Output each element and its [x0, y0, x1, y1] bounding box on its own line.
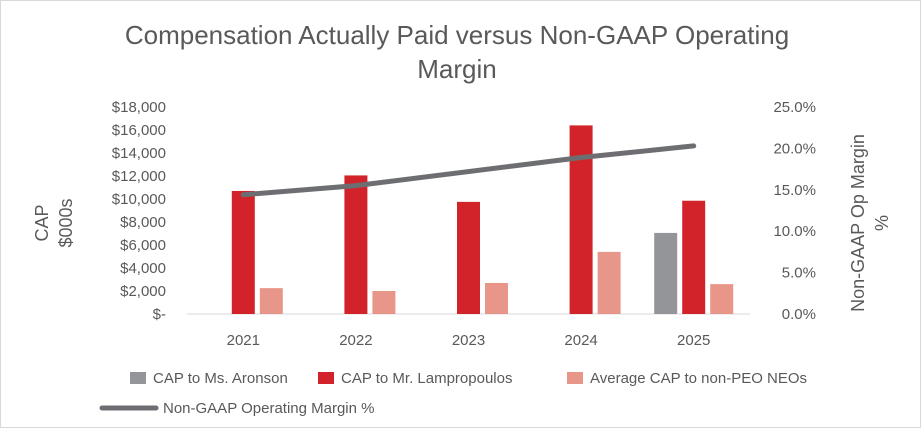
bar [372, 291, 396, 314]
bar-marks [231, 125, 734, 315]
y-axis-title: CAP $000s [32, 198, 76, 247]
legend-item: Average CAP to non-PEO NEOs [567, 370, 807, 387]
y2-axis-ticks: 0.0% 5.0% 10.0% 15.0% 20.0% 25.0% [773, 99, 816, 323]
y-tick-label: $8,000 [120, 214, 166, 231]
y-tick-label: $16,000 [112, 122, 166, 139]
bar [710, 284, 734, 314]
bar [597, 251, 621, 314]
bar [344, 175, 368, 314]
chart-title-line-2: Margin [417, 54, 496, 84]
series-line [240, 143, 697, 198]
legend-label: Non-GAAP Operating Margin % [163, 400, 375, 417]
legend-item: CAP to Mr. Lampropoulos [318, 370, 512, 387]
y2-axis-title-line-1: Non-GAAP Op Margin [848, 134, 868, 312]
bar [654, 232, 678, 314]
y-tick-label: $4,000 [120, 260, 166, 277]
y-tick-label: $6,000 [120, 237, 166, 254]
legend-swatch [130, 372, 146, 384]
y-axis-ticks: $- $2,000 $4,000 $6,000 $8,000 $10,000 $12,000… [112, 99, 166, 323]
x-tick-label: 2024 [564, 332, 597, 349]
x-tick-label: 2025 [677, 332, 710, 349]
legend-label: Average CAP to non-PEO NEOs [590, 370, 807, 387]
bar [682, 200, 706, 314]
legend-label: CAP to Ms. Aronson [153, 370, 288, 387]
y-tick-label: $10,000 [112, 191, 166, 208]
legend-swatch [318, 372, 334, 384]
line-marks [240, 143, 697, 198]
legend-item: Non-GAAP Operating Margin % [99, 400, 375, 417]
y2-tick-label: 25.0% [773, 99, 816, 116]
x-tick-label: 2023 [452, 332, 485, 349]
x-axis-ticks: 2021 2022 2023 2024 2025 [227, 332, 711, 349]
legend-swatch [567, 372, 583, 384]
bar [259, 288, 283, 314]
y2-tick-label: 5.0% [782, 265, 816, 282]
y-axis-title-line-2: $000s [56, 198, 76, 247]
y-tick-label: $12,000 [112, 168, 166, 185]
y-tick-label: $18,000 [112, 99, 166, 116]
y-tick-label: $14,000 [112, 145, 166, 162]
y2-tick-label: 15.0% [773, 182, 816, 199]
legend: CAP to Ms. Aronson CAP to Mr. Lampropoulo… [99, 370, 807, 417]
y2-axis-title-line-2: % [872, 215, 892, 231]
legend-item: CAP to Ms. Aronson [130, 370, 288, 387]
y-tick-label: $- [153, 306, 166, 323]
x-tick-label: 2021 [227, 332, 260, 349]
y2-axis-title: Non-GAAP Op Margin % [848, 134, 892, 312]
bar [485, 282, 508, 314]
y-axis-title-line-1: CAP [32, 204, 52, 241]
y2-tick-label: 0.0% [782, 306, 816, 323]
y2-tick-label: 10.0% [773, 223, 816, 240]
y2-tick-label: 20.0% [773, 140, 816, 157]
bar [457, 201, 480, 314]
bar [231, 190, 255, 314]
x-tick-label: 2022 [339, 332, 372, 349]
y-tick-label: $2,000 [120, 283, 166, 300]
chart-title-line-1: Compensation Actually Paid versus Non-GA… [125, 20, 789, 50]
bar [569, 125, 593, 315]
legend-label: CAP to Mr. Lampropoulos [341, 370, 512, 387]
